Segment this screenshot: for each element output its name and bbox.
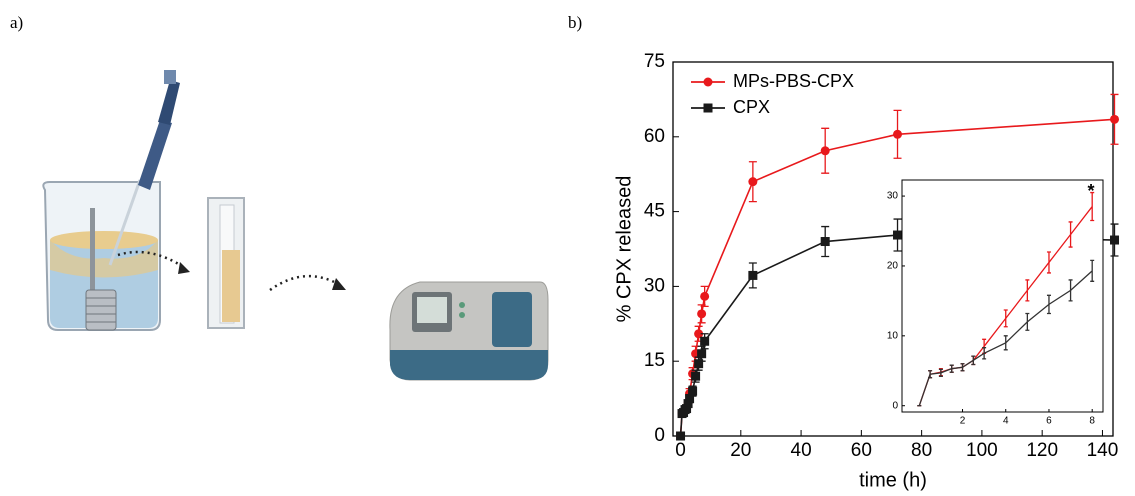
marker: [697, 349, 707, 359]
marker: [694, 329, 704, 339]
y-tick-label: 20: [887, 261, 899, 272]
error-bar: [960, 363, 965, 372]
x-tick-label: 8: [1089, 416, 1095, 427]
x-tick-label: 80: [911, 440, 932, 461]
error-bar: [1003, 309, 1008, 328]
marker: [688, 386, 698, 396]
marker: [697, 309, 707, 319]
marker: [694, 359, 704, 369]
error-bar: [1003, 335, 1008, 351]
x-tick-label: 4: [1003, 416, 1009, 427]
plot-frame: [672, 61, 1114, 437]
x-tick-label: 40: [791, 440, 812, 461]
error-bar: [971, 355, 976, 366]
marker: [703, 103, 713, 113]
y-tick-label: 45: [644, 201, 665, 222]
y-tick-label: 75: [644, 51, 665, 72]
x-tick-label: 120: [1026, 440, 1058, 461]
plot-frame: [901, 179, 1104, 413]
marker: [820, 146, 830, 156]
y-tick-label: 30: [644, 275, 665, 296]
error-bar: [938, 368, 943, 378]
error-bar: [928, 370, 933, 379]
y-tick-label: 30: [887, 191, 899, 202]
marker: [893, 129, 903, 139]
x-tick-label: 2: [960, 416, 966, 427]
marker: [748, 177, 758, 187]
marker: [748, 270, 758, 280]
error-bar: [1068, 279, 1073, 302]
marker: [1110, 235, 1120, 245]
error-bar: [1046, 294, 1051, 315]
marker: [700, 336, 710, 346]
error-bar: [1068, 221, 1073, 248]
x-tick-label: 140: [1087, 440, 1119, 461]
y-tick-label: 60: [644, 126, 665, 147]
marker: [683, 399, 693, 409]
x-axis-label: time (h): [859, 469, 927, 491]
panel-label: a): [10, 13, 23, 32]
x-tick-label: 60: [851, 440, 872, 461]
x-tick-label: 100: [966, 440, 998, 461]
error-bar: [982, 347, 987, 360]
y-axis-label: % CPX released: [613, 176, 635, 323]
inset-background: [902, 180, 1103, 412]
y-tick-label: 15: [644, 350, 665, 371]
marker: [700, 291, 710, 301]
x-tick-label: 20: [730, 440, 751, 461]
marker: [820, 237, 830, 247]
marker: [676, 431, 686, 441]
marker: [1110, 114, 1120, 124]
error-bar: [1025, 312, 1030, 331]
x-tick-label: 6: [1046, 416, 1052, 427]
marker: [685, 394, 695, 404]
legend-label: MPs-PBS-CPX: [733, 71, 854, 91]
error-bar: [1090, 191, 1095, 222]
error-bar: [1090, 259, 1095, 282]
x-tick-label: 0: [675, 440, 686, 461]
annotation: *: [1087, 181, 1094, 201]
y-tick-label: 10: [887, 330, 899, 341]
panel-label: b): [568, 13, 582, 32]
marker: [691, 371, 701, 381]
legend-label: CPX: [733, 97, 770, 117]
error-bar: [1025, 279, 1030, 302]
marker: [703, 77, 713, 87]
error-bar: [949, 364, 954, 373]
y-tick-label: 0: [654, 425, 665, 446]
series-line: [918, 270, 1093, 406]
error-bar: [1046, 251, 1051, 274]
y-tick-label: 0: [892, 400, 898, 411]
marker: [893, 230, 903, 240]
marker: [682, 404, 692, 414]
illustration: [42, 70, 549, 381]
